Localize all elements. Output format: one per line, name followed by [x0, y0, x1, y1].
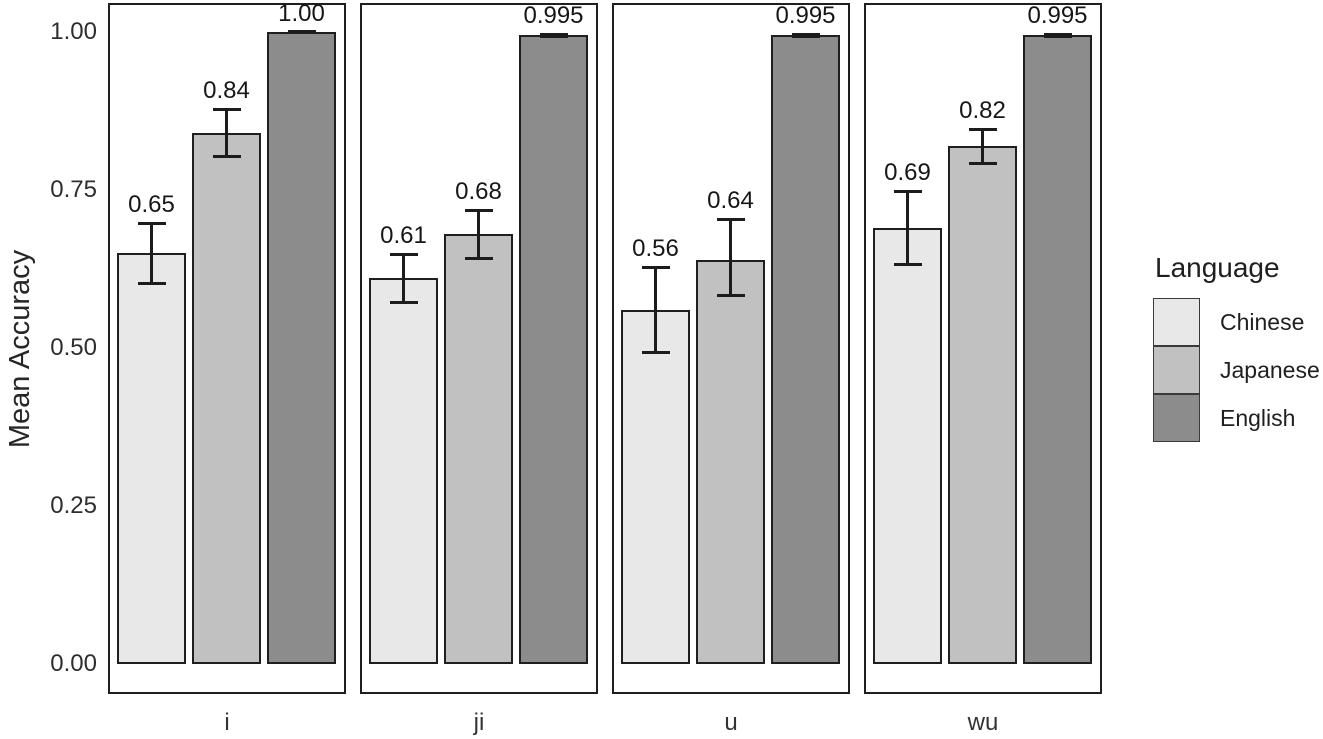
- errorbar-cap-top: [716, 218, 745, 222]
- facet-label-wu: wu: [967, 709, 999, 736]
- legend-entry-english: English: [1153, 394, 1323, 442]
- bar-wu-chinese: [873, 227, 942, 664]
- legend-title: Language: [1155, 252, 1280, 283]
- value-label-ji-english: 0.995: [523, 1, 584, 29]
- errorbar-wu-english: [1043, 32, 1072, 39]
- legend-entry-chinese: Chinese: [1153, 298, 1323, 346]
- errorbar-cap-bottom: [212, 155, 241, 159]
- errorbar-cap-top: [641, 265, 670, 269]
- errorbar-cap-top: [212, 107, 241, 111]
- value-label-i-chinese: 0.65: [128, 190, 175, 218]
- bar-u-japanese: [696, 259, 765, 664]
- value-label-ji-chinese: 0.61: [380, 222, 427, 250]
- errorbar-cap-top: [968, 128, 997, 132]
- bar-ji-japanese: [444, 234, 513, 664]
- errorbar-cap-top: [464, 208, 493, 212]
- errorbar-cap-bottom: [464, 256, 493, 260]
- bar-u-english: [771, 35, 840, 664]
- bar-i-english: [267, 32, 336, 664]
- value-label-wu-english: 0.995: [1027, 1, 1088, 29]
- errorbar-cap-top: [137, 221, 166, 225]
- errorbar-wu-chinese: [893, 190, 922, 266]
- legend-label-chinese: Chinese: [1220, 308, 1305, 335]
- y-tick-label-0.75: 0.75: [50, 176, 97, 203]
- bar-i-chinese: [117, 253, 186, 664]
- errorbar-stem: [906, 190, 909, 266]
- errorbar-cap-top: [1043, 32, 1072, 36]
- errorbar-stem: [981, 128, 984, 165]
- errorbar-i-japanese: [212, 107, 241, 159]
- bar-u-chinese: [621, 310, 690, 664]
- errorbar-cap-bottom: [716, 294, 745, 298]
- facet-panel-i: 0.65 0.84 1.00: [108, 0, 346, 694]
- errorbar-cap-top: [539, 32, 568, 36]
- errorbar-stem: [150, 221, 153, 285]
- errorbar-cap-bottom: [641, 351, 670, 355]
- value-label-wu-japanese: 0.82: [959, 97, 1006, 125]
- errorbar-stem: [654, 265, 657, 355]
- errorbar-ji-english: [539, 32, 568, 39]
- errorbar-cap-top: [893, 190, 922, 194]
- value-label-i-japanese: 0.84: [203, 76, 250, 104]
- errorbar-cap-bottom: [287, 30, 316, 34]
- value-label-i-english: 1.00: [278, 0, 325, 28]
- legend-swatch-chinese: [1153, 298, 1200, 346]
- errorbar-i-chinese: [137, 221, 166, 285]
- value-label-u-english: 0.995: [775, 1, 836, 29]
- bar-wu-english: [1023, 35, 1092, 664]
- y-tick-label-0.00: 0.00: [50, 650, 97, 677]
- facet-panel-ji: 0.61 0.68 0.995: [360, 1, 598, 694]
- errorbar-stem: [729, 218, 732, 298]
- facet-panel-wu: 0.69 0.82 0.995: [864, 1, 1102, 694]
- bar-wu-japanese: [948, 145, 1017, 664]
- errorbar-cap-top: [791, 32, 820, 36]
- legend: Language Chinese Japanese English: [1153, 252, 1323, 442]
- errorbar-stem: [477, 208, 480, 260]
- legend-label-japanese: Japanese: [1220, 356, 1320, 383]
- errorbar-stem: [402, 253, 405, 304]
- value-label-u-chinese: 0.56: [632, 234, 679, 262]
- errorbar-cap-bottom: [137, 281, 166, 285]
- errorbar-u-japanese: [716, 218, 745, 298]
- errorbar-u-english: [791, 32, 820, 39]
- facet-label-u: u: [724, 709, 738, 736]
- errorbar-cap-top: [389, 253, 418, 257]
- errorbar-cap-bottom: [893, 262, 922, 266]
- y-tick-label-0.25: 0.25: [50, 492, 97, 519]
- errorbar-cap-bottom: [539, 35, 568, 39]
- legend-entry-japanese: Japanese: [1153, 346, 1323, 394]
- bar-ji-chinese: [369, 278, 438, 664]
- legend-label-english: English: [1220, 404, 1296, 431]
- errorbar-cap-bottom: [389, 300, 418, 304]
- legend-swatch-english: [1153, 394, 1200, 442]
- errorbar-ji-japanese: [464, 208, 493, 260]
- legend-swatch-japanese: [1153, 346, 1200, 394]
- errorbar-wu-japanese: [968, 128, 997, 165]
- errorbar-cap-bottom: [1043, 35, 1072, 39]
- errorbar-cap-bottom: [968, 161, 997, 165]
- legend-keys: Chinese Japanese English: [1153, 298, 1323, 442]
- value-label-u-japanese: 0.64: [707, 187, 754, 215]
- y-tick-label-1.00: 1.00: [50, 18, 97, 45]
- value-label-wu-chinese: 0.69: [884, 159, 931, 186]
- y-tick-label-0.50: 0.50: [50, 334, 97, 361]
- facet-label-i: i: [224, 709, 230, 736]
- errorbar-stem: [225, 107, 228, 159]
- facet-label-ji: ji: [473, 709, 485, 736]
- bar-i-japanese: [192, 133, 261, 664]
- value-label-ji-japanese: 0.68: [455, 177, 502, 205]
- facet-panel-u: 0.56 0.64 0.995: [612, 1, 850, 694]
- bar-ji-english: [519, 35, 588, 664]
- errorbar-cap-bottom: [791, 35, 820, 39]
- errorbar-u-chinese: [641, 265, 670, 355]
- errorbar-i-english: [287, 30, 316, 34]
- errorbar-ji-chinese: [389, 253, 418, 304]
